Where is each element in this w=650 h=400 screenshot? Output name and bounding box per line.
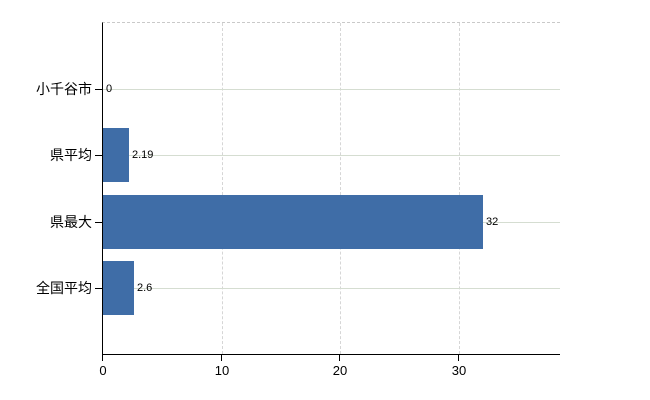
- x-tick-label: 0: [99, 363, 107, 378]
- vertical-gridline: [459, 23, 461, 354]
- y-tick: [95, 155, 102, 156]
- x-tick-label: 30: [451, 363, 467, 378]
- category-label: 小千谷市: [36, 81, 92, 97]
- category-label: 全国平均: [36, 280, 92, 296]
- bar-value-label: 2.6: [137, 282, 153, 294]
- bar: [103, 128, 129, 182]
- vertical-gridline: [221, 23, 223, 354]
- x-tick: [458, 355, 459, 361]
- bar-value-label: 0: [106, 83, 113, 95]
- x-tick: [339, 355, 340, 361]
- x-tick: [102, 355, 103, 361]
- y-tick: [95, 288, 102, 289]
- vertical-gridline: [340, 23, 342, 354]
- category-label: 県最大: [50, 214, 92, 230]
- plot-area: 0 2.19 32 2.6: [102, 22, 560, 355]
- x-tick-label: 20: [332, 363, 348, 378]
- x-tick-label: 10: [214, 363, 230, 378]
- y-tick: [95, 222, 102, 223]
- bar-value-label: 32: [486, 216, 499, 228]
- bar: [103, 261, 134, 315]
- x-tick: [221, 355, 222, 361]
- horizontal-gridline: [103, 155, 560, 156]
- bar: [103, 195, 483, 249]
- horizontal-gridline: [103, 89, 560, 90]
- category-label: 県平均: [50, 147, 92, 163]
- horizontal-gridline: [103, 288, 560, 289]
- bar-value-label: 2.19: [132, 149, 154, 161]
- y-tick: [95, 89, 102, 90]
